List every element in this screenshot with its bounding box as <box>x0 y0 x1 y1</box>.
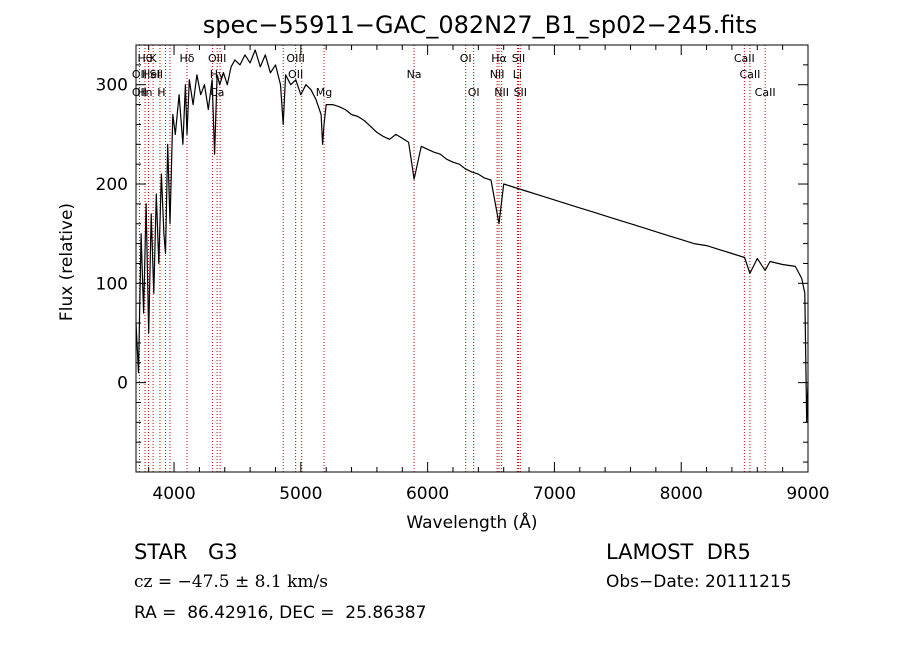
spectral-line-label: NII <box>490 68 505 81</box>
spectrum-curve <box>135 49 809 423</box>
spectral-line-label: Na <box>407 68 422 81</box>
subclass-label: G3 <box>208 540 238 564</box>
spectral-line-label: Hn <box>137 86 152 99</box>
chart-title: spec−55911−GAC_082N27_B1_sp02−245.fits <box>203 11 758 39</box>
spectral-line-label: OIII <box>286 52 304 65</box>
spectral-line-label: SII <box>512 52 525 65</box>
y-tick-label: 0 <box>117 374 128 394</box>
spectral-line-label: NII <box>494 86 509 99</box>
spectral-line-label: HeI <box>142 68 160 81</box>
spectral-line-label: Mg <box>316 86 332 99</box>
spectral-line-label: Hθ <box>137 52 152 65</box>
spectral-line-markers <box>138 45 766 472</box>
y-tick-label: 300 <box>96 76 128 96</box>
spectral-line-label: SII <box>150 68 163 81</box>
object-type-label: STAR <box>134 540 188 564</box>
plot-frame <box>135 44 809 473</box>
spectral-line-label: K <box>150 52 158 65</box>
x-tick-label: 7000 <box>533 484 576 504</box>
x-tick-label: 9000 <box>786 484 829 504</box>
spectral-line-label: CaII <box>734 52 755 65</box>
spectral-line-label: OII <box>132 86 147 99</box>
survey-label: LAMOST DR5 <box>606 540 751 564</box>
spectral-line-label: SII <box>514 86 527 99</box>
spectral-line-label: OII <box>132 68 147 81</box>
redshift-label: cz = −47.5 ± 8.1 km/s <box>134 572 328 592</box>
y-axis-label: Flux (relative) <box>57 203 77 321</box>
x-axis-label: Wavelength (Å) <box>406 511 537 533</box>
x-tick-label: 8000 <box>660 484 703 504</box>
spectral-line-label: OI <box>460 52 472 65</box>
coordinates-label: RA = 86.42916, DEC = 25.86387 <box>134 603 427 623</box>
y-tick-label: 100 <box>96 274 128 294</box>
plot-axes: 4000 5000 6000 7000 8000 9000 0 100 200 300 <box>96 44 830 504</box>
spectral-line-label: CaII <box>755 86 776 99</box>
x-tick-label: 6000 <box>406 484 449 504</box>
spectral-line-label: Ca <box>210 86 224 99</box>
obs-date-label: Obs−Date: 20111215 <box>606 572 792 592</box>
spectral-line-label: CaII <box>739 68 760 81</box>
y-tick-label: 200 <box>96 175 128 195</box>
spectral-line-label: OIII <box>208 52 226 65</box>
spectral-line-label: Hγ <box>210 68 225 81</box>
spectrum-series-line <box>135 49 809 423</box>
spectral-line-label: Hα <box>491 52 507 65</box>
spectral-line-label: OII <box>288 68 303 81</box>
spectral-line-label: Li <box>513 68 522 81</box>
x-tick-label: 4000 <box>152 484 195 504</box>
spectral-line-label: OI <box>468 86 480 99</box>
spectral-line-label: H <box>157 86 165 99</box>
spectral-line-label: Hδ <box>179 52 194 65</box>
x-tick-label: 5000 <box>279 484 322 504</box>
